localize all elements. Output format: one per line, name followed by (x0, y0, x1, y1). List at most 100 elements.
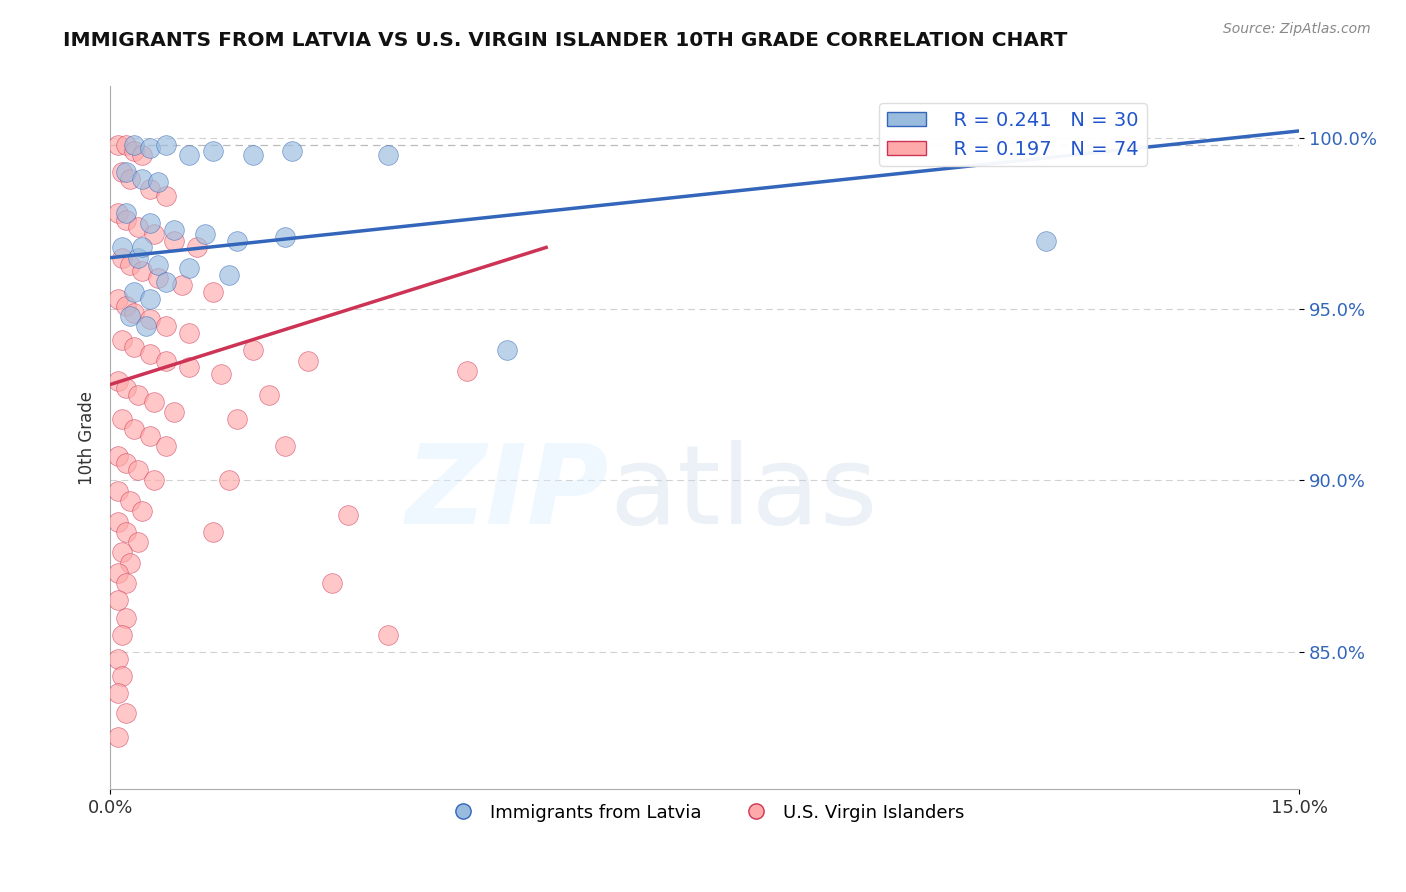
U.S. Virgin Islanders (111, 333, 134, 347)
Immigrants from Latvia (139, 216, 162, 230)
Immigrants from Latvia (202, 145, 225, 159)
U.S. Virgin Islanders (142, 474, 165, 488)
U.S. Virgin Islanders (127, 463, 149, 477)
U.S. Virgin Islanders (202, 524, 225, 539)
U.S. Virgin Islanders (218, 474, 240, 488)
Immigrants from Latvia (1035, 234, 1057, 248)
U.S. Virgin Islanders (111, 669, 134, 683)
U.S. Virgin Islanders (336, 508, 359, 522)
U.S. Virgin Islanders (118, 494, 141, 508)
Immigrants from Latvia (179, 148, 201, 162)
U.S. Virgin Islanders (162, 234, 184, 248)
U.S. Virgin Islanders (377, 628, 399, 642)
U.S. Virgin Islanders (202, 285, 225, 299)
U.S. Virgin Islanders (127, 219, 149, 234)
U.S. Virgin Islanders (107, 686, 129, 700)
U.S. Virgin Islanders (107, 292, 129, 306)
U.S. Virgin Islanders (115, 213, 138, 227)
U.S. Virgin Islanders (107, 731, 129, 745)
Immigrants from Latvia (179, 260, 201, 275)
U.S. Virgin Islanders (127, 535, 149, 549)
U.S. Virgin Islanders (273, 439, 295, 453)
U.S. Virgin Islanders (155, 319, 177, 334)
Immigrants from Latvia (115, 165, 138, 179)
Text: IMMIGRANTS FROM LATVIA VS U.S. VIRGIN ISLANDER 10TH GRADE CORRELATION CHART: IMMIGRANTS FROM LATVIA VS U.S. VIRGIN IS… (63, 31, 1067, 50)
Text: Source: ZipAtlas.com: Source: ZipAtlas.com (1223, 22, 1371, 37)
U.S. Virgin Islanders (115, 381, 138, 395)
Immigrants from Latvia (146, 175, 169, 189)
U.S. Virgin Islanders (115, 610, 138, 624)
U.S. Virgin Islanders (155, 189, 177, 203)
U.S. Virgin Islanders (107, 566, 129, 580)
U.S. Virgin Islanders (179, 326, 201, 340)
U.S. Virgin Islanders (107, 450, 129, 464)
U.S. Virgin Islanders (257, 388, 280, 402)
Immigrants from Latvia (155, 137, 177, 152)
Immigrants from Latvia (139, 141, 162, 155)
U.S. Virgin Islanders (242, 343, 264, 358)
U.S. Virgin Islanders (111, 251, 134, 265)
Immigrants from Latvia (218, 268, 240, 282)
U.S. Virgin Islanders (139, 312, 162, 326)
U.S. Virgin Islanders (131, 504, 153, 518)
Immigrants from Latvia (281, 145, 304, 159)
U.S. Virgin Islanders (155, 353, 177, 368)
U.S. Virgin Islanders (162, 405, 184, 419)
U.S. Virgin Islanders (111, 165, 134, 179)
Text: ZIP: ZIP (406, 441, 610, 548)
U.S. Virgin Islanders (226, 411, 249, 425)
Immigrants from Latvia (111, 240, 134, 254)
U.S. Virgin Islanders (111, 411, 134, 425)
U.S. Virgin Islanders (115, 576, 138, 591)
U.S. Virgin Islanders (131, 148, 153, 162)
Immigrants from Latvia (122, 285, 145, 299)
U.S. Virgin Islanders (170, 278, 193, 293)
U.S. Virgin Islanders (142, 227, 165, 241)
Immigrants from Latvia (131, 172, 153, 186)
Immigrants from Latvia (115, 206, 138, 220)
U.S. Virgin Islanders (118, 556, 141, 570)
U.S. Virgin Islanders (122, 145, 145, 159)
Immigrants from Latvia (194, 227, 217, 241)
Immigrants from Latvia (242, 148, 264, 162)
U.S. Virgin Islanders (127, 388, 149, 402)
U.S. Virgin Islanders (111, 545, 134, 559)
U.S. Virgin Islanders (111, 628, 134, 642)
U.S. Virgin Islanders (115, 137, 138, 152)
U.S. Virgin Islanders (456, 364, 478, 378)
Immigrants from Latvia (135, 319, 157, 334)
U.S. Virgin Islanders (115, 456, 138, 470)
U.S. Virgin Islanders (321, 576, 343, 591)
U.S. Virgin Islanders (115, 706, 138, 721)
U.S. Virgin Islanders (118, 258, 141, 272)
U.S. Virgin Islanders (107, 593, 129, 607)
U.S. Virgin Islanders (142, 394, 165, 409)
Legend: Immigrants from Latvia, U.S. Virgin Islanders: Immigrants from Latvia, U.S. Virgin Isla… (437, 797, 972, 829)
U.S. Virgin Islanders (107, 374, 129, 388)
U.S. Virgin Islanders (122, 340, 145, 354)
U.S. Virgin Islanders (131, 264, 153, 278)
U.S. Virgin Islanders (107, 206, 129, 220)
U.S. Virgin Islanders (118, 172, 141, 186)
Immigrants from Latvia (495, 343, 517, 358)
Immigrants from Latvia (226, 234, 249, 248)
U.S. Virgin Islanders (209, 368, 232, 382)
U.S. Virgin Islanders (297, 353, 319, 368)
U.S. Virgin Islanders (179, 360, 201, 375)
Immigrants from Latvia (377, 148, 399, 162)
Immigrants from Latvia (155, 275, 177, 289)
Immigrants from Latvia (127, 251, 149, 265)
Immigrants from Latvia (118, 309, 141, 323)
U.S. Virgin Islanders (107, 651, 129, 665)
U.S. Virgin Islanders (115, 299, 138, 313)
U.S. Virgin Islanders (139, 182, 162, 196)
Immigrants from Latvia (162, 223, 184, 237)
Text: atlas: atlas (610, 441, 879, 548)
U.S. Virgin Islanders (186, 240, 208, 254)
U.S. Virgin Islanders (122, 422, 145, 436)
Immigrants from Latvia (139, 292, 162, 306)
U.S. Virgin Islanders (122, 305, 145, 319)
U.S. Virgin Islanders (115, 524, 138, 539)
U.S. Virgin Islanders (107, 483, 129, 498)
Immigrants from Latvia (273, 230, 295, 244)
